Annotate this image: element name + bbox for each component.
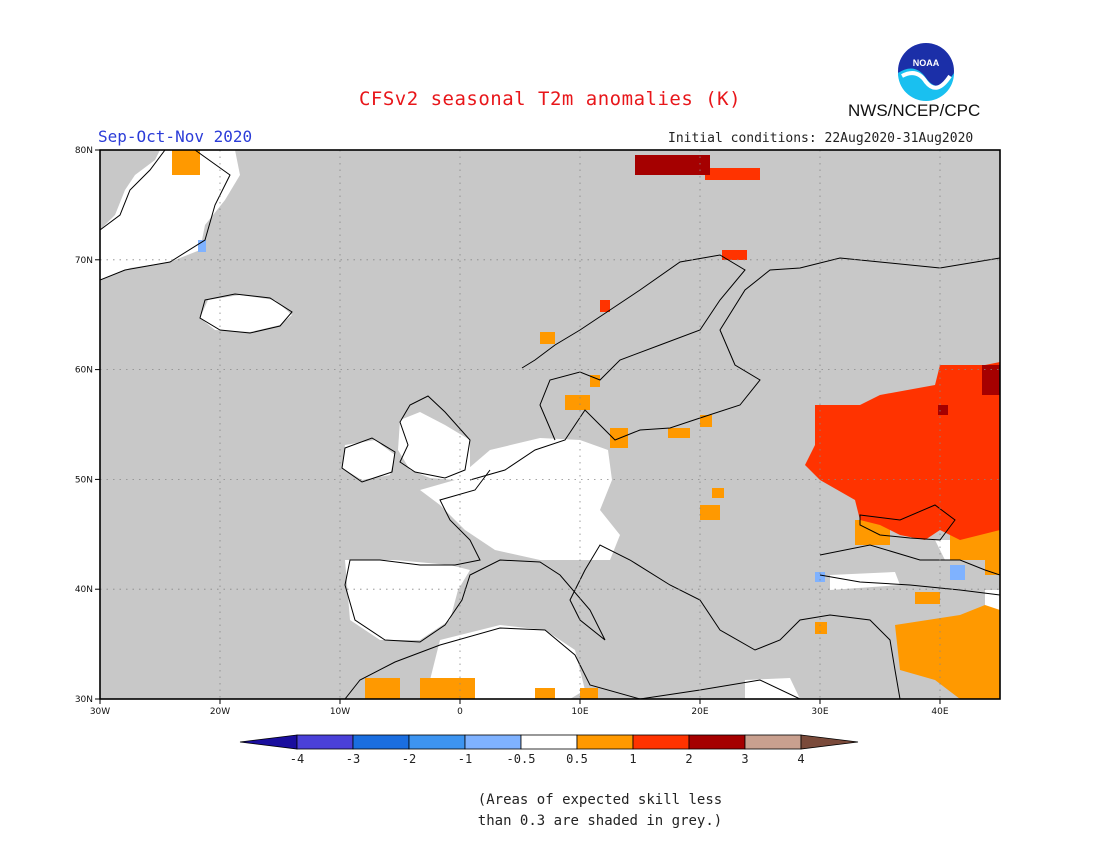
anomaly-cyprus-orange bbox=[815, 622, 827, 634]
anomaly-turkey-white bbox=[830, 572, 900, 590]
legend-swatch bbox=[296, 734, 354, 750]
legend-swatch bbox=[744, 734, 802, 750]
anomaly-volga-darkred bbox=[938, 405, 948, 415]
color-legend: -4 -3 -2 -1 -0.5 0.5 1 2 3 4 bbox=[239, 734, 859, 766]
lon-tick-label: 30W bbox=[90, 707, 110, 717]
anomaly-greenland-white bbox=[100, 150, 240, 280]
legend-label: -3 bbox=[346, 752, 360, 766]
legend-swatch bbox=[576, 734, 634, 750]
anomaly-patches bbox=[100, 150, 1000, 699]
lon-tick-label: 10E bbox=[571, 707, 588, 717]
anomaly-libya-orange bbox=[580, 688, 598, 699]
anomaly-poland-orange bbox=[668, 428, 690, 438]
anomaly-svalbard-red bbox=[705, 168, 760, 180]
anomaly-britain-white bbox=[398, 412, 470, 480]
anomaly-russia-red bbox=[805, 362, 1000, 540]
map-area bbox=[100, 150, 1000, 699]
season-label: Sep-Oct-Nov 2020 bbox=[98, 127, 253, 146]
lat-tick-label: 80N bbox=[75, 146, 93, 156]
skill-note-line2: than 0.3 are shaded in grey.) bbox=[477, 813, 723, 829]
anomaly-caucasus-blue bbox=[950, 565, 965, 580]
anomaly-hungary-orange bbox=[700, 505, 720, 520]
anomaly-lofoten-red bbox=[600, 300, 610, 312]
coastline-1 bbox=[199, 293, 293, 334]
lat-ticks: 30N 40N 50N 60N 70N 80N bbox=[75, 146, 100, 705]
legend-label: 4 bbox=[797, 752, 804, 766]
anomaly-sweden-orange bbox=[590, 375, 600, 387]
lat-tick-label: 60N bbox=[75, 366, 93, 376]
coastline-6 bbox=[344, 469, 901, 699]
lon-tick-label: 30E bbox=[811, 707, 828, 717]
legend-swatch bbox=[408, 734, 466, 750]
legend-label: 2 bbox=[685, 752, 692, 766]
legend-label: -4 bbox=[290, 752, 304, 766]
legend-label: 0.5 bbox=[566, 752, 588, 766]
anomaly-denmark-orange bbox=[565, 395, 590, 410]
coastline-7 bbox=[344, 627, 801, 699]
lon-tick-label: 20E bbox=[691, 707, 708, 717]
anomaly-france-white bbox=[420, 438, 620, 560]
anomaly-algeria-orange bbox=[420, 678, 475, 699]
legend-swatch bbox=[688, 734, 746, 750]
anomaly-anatolia-orange bbox=[915, 592, 940, 604]
coastline-3 bbox=[399, 395, 471, 479]
legend-label: -2 bbox=[402, 752, 416, 766]
anomaly-ireland-white bbox=[342, 440, 395, 480]
lat-tick-label: 50N bbox=[75, 475, 93, 485]
lon-ticks: 30W 20W 10W 0 10E 20E 30E 40E bbox=[90, 699, 949, 717]
legend-arrow-left bbox=[239, 734, 298, 750]
coastline-5 bbox=[521, 254, 746, 441]
legend-swatch bbox=[352, 734, 410, 750]
lon-tick-label: 10W bbox=[330, 707, 350, 717]
coastlines bbox=[100, 150, 1000, 699]
anomaly-nordkapp-red bbox=[722, 250, 747, 260]
anomaly-iceland-white bbox=[200, 295, 292, 332]
anomaly-morocco-orange bbox=[365, 678, 400, 699]
legend-label: -1 bbox=[458, 752, 472, 766]
legend-swatch bbox=[632, 734, 690, 750]
legend-label: 1 bbox=[629, 752, 636, 766]
chart-title: CFSv2 seasonal T2m anomalies (K) bbox=[358, 88, 742, 110]
lat-tick-label: 30N bbox=[75, 695, 93, 705]
map-frame bbox=[99, 149, 1001, 700]
anomaly-iberia-white bbox=[345, 560, 470, 640]
anomaly-egypt-white bbox=[745, 678, 800, 699]
coastline-2 bbox=[341, 437, 396, 483]
anomaly-slovakia-orange bbox=[712, 488, 724, 498]
anomaly-norway-orange bbox=[540, 332, 555, 344]
anomaly-greenland-blue bbox=[198, 240, 206, 252]
noaa-logo: NOAA bbox=[895, 40, 957, 106]
skill-note-line1: (Areas of expected skill less bbox=[477, 792, 723, 808]
legend-label: 3 bbox=[741, 752, 748, 766]
skill-note: (Areas of expected skill less than 0.3 a… bbox=[470, 790, 730, 832]
anomaly-mideast-orange bbox=[895, 605, 1000, 699]
anomaly-tunisia-orange bbox=[535, 688, 555, 699]
anomaly-turkey-blue bbox=[815, 572, 825, 582]
anomaly-urals-darkred bbox=[982, 365, 1000, 395]
anomaly-svalbard-darkred bbox=[635, 155, 710, 175]
anomaly-greenland-orange bbox=[172, 150, 200, 175]
grid-lines bbox=[100, 150, 1000, 699]
agency-label: NWS/NCEP/CPC bbox=[848, 101, 981, 120]
coastline-4 bbox=[469, 257, 1000, 481]
legend-swatch bbox=[464, 734, 522, 750]
legend-label: -0.5 bbox=[507, 752, 536, 766]
coastline-0 bbox=[100, 150, 231, 281]
legend-swatch bbox=[520, 734, 578, 750]
lat-tick-label: 70N bbox=[75, 256, 93, 266]
lon-tick-label: 40E bbox=[931, 707, 948, 717]
anomaly-lithuania-orange bbox=[700, 415, 712, 427]
lon-tick-label: 20W bbox=[210, 707, 230, 717]
svg-text:NOAA: NOAA bbox=[913, 58, 940, 68]
initial-conditions-label: Initial conditions: 22Aug2020-31Aug2020 bbox=[668, 131, 974, 146]
lon-tick-label: 0 bbox=[457, 707, 463, 717]
lat-tick-label: 40N bbox=[75, 585, 93, 595]
legend-arrow-right bbox=[800, 734, 859, 750]
